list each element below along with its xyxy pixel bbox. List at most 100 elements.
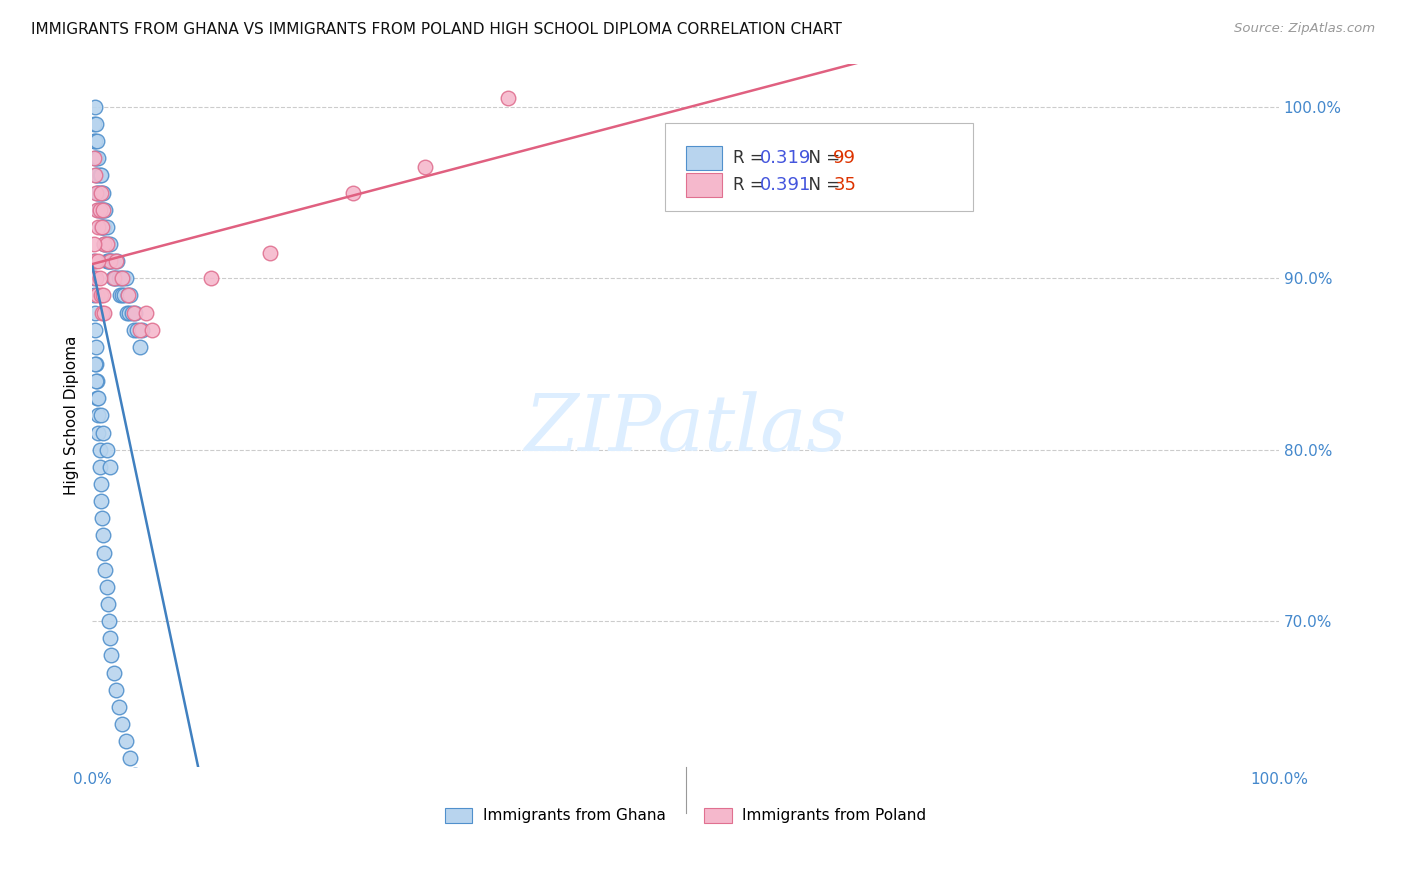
Point — [120, 288, 142, 302]
Point — [114, 734, 136, 748]
Point — [98, 254, 121, 268]
Point — [83, 169, 105, 183]
Point — [120, 751, 142, 765]
Point — [94, 237, 117, 252]
Point — [83, 254, 105, 268]
Point — [105, 254, 128, 268]
Point — [84, 271, 107, 285]
Point — [98, 632, 121, 646]
Point — [89, 186, 111, 200]
Point — [135, 305, 157, 319]
Point — [98, 237, 121, 252]
Point — [89, 202, 111, 217]
Point — [84, 152, 107, 166]
Point — [122, 323, 145, 337]
Point — [86, 202, 108, 217]
Text: IMMIGRANTS FROM GHANA VS IMMIGRANTS FROM POLAND HIGH SCHOOL DIPLOMA CORRELATION : IMMIGRANTS FROM GHANA VS IMMIGRANTS FROM… — [31, 22, 842, 37]
Point — [98, 254, 121, 268]
Point — [87, 392, 110, 406]
Point — [100, 648, 122, 663]
Point — [103, 271, 125, 285]
Point — [83, 100, 105, 114]
Text: N =: N = — [799, 149, 845, 167]
Point — [86, 186, 108, 200]
Point — [90, 186, 112, 200]
Text: 0.319: 0.319 — [759, 149, 811, 167]
Point — [91, 186, 114, 200]
Point — [496, 91, 519, 105]
Point — [93, 237, 115, 252]
Point — [90, 494, 112, 508]
Text: N =: N = — [799, 177, 845, 194]
Point — [118, 305, 141, 319]
Point — [342, 186, 364, 200]
Point — [84, 169, 107, 183]
Point — [86, 134, 108, 148]
Point — [110, 271, 132, 285]
Point — [84, 117, 107, 131]
Point — [89, 169, 111, 183]
Point — [90, 305, 112, 319]
Point — [90, 288, 112, 302]
Point — [96, 580, 118, 594]
Text: 0.391: 0.391 — [759, 177, 811, 194]
Point — [83, 117, 105, 131]
Point — [259, 245, 281, 260]
Point — [107, 271, 129, 285]
Point — [97, 237, 120, 252]
Point — [91, 202, 114, 217]
Point — [83, 152, 105, 166]
Point — [83, 237, 105, 252]
Point — [90, 202, 112, 217]
Point — [86, 392, 108, 406]
Point — [91, 219, 114, 234]
Point — [104, 271, 127, 285]
Point — [83, 152, 105, 166]
Point — [87, 186, 110, 200]
Point — [91, 425, 114, 440]
Point — [84, 186, 107, 200]
Point — [94, 563, 117, 577]
Point — [105, 254, 128, 268]
Point — [91, 288, 114, 302]
Point — [97, 254, 120, 268]
Point — [83, 323, 105, 337]
Point — [89, 202, 111, 217]
Point — [122, 305, 145, 319]
Point — [87, 254, 110, 268]
Point — [90, 477, 112, 491]
Point — [93, 546, 115, 560]
Point — [93, 202, 115, 217]
Point — [112, 271, 135, 285]
Point — [87, 219, 110, 234]
Point — [111, 288, 134, 302]
Point — [117, 288, 139, 302]
Point — [114, 288, 136, 302]
Point — [90, 219, 112, 234]
Text: R =: R = — [734, 149, 769, 167]
Point — [124, 305, 146, 319]
Point — [90, 186, 112, 200]
Point — [105, 682, 128, 697]
Point — [84, 357, 107, 371]
Point — [128, 340, 150, 354]
Point — [93, 219, 115, 234]
Point — [114, 271, 136, 285]
Legend: Immigrants from Ghana, Immigrants from Poland: Immigrants from Ghana, Immigrants from P… — [439, 802, 932, 830]
Point — [131, 323, 153, 337]
Point — [83, 305, 105, 319]
Point — [124, 768, 146, 782]
Point — [93, 237, 115, 252]
Point — [90, 202, 112, 217]
Point — [103, 254, 125, 268]
Point — [107, 699, 129, 714]
Point — [111, 271, 134, 285]
Point — [89, 442, 111, 457]
Point — [96, 237, 118, 252]
Point — [83, 288, 105, 302]
Point — [127, 323, 149, 337]
Point — [87, 409, 110, 423]
Point — [90, 511, 112, 525]
Point — [89, 271, 111, 285]
Point — [84, 374, 107, 388]
